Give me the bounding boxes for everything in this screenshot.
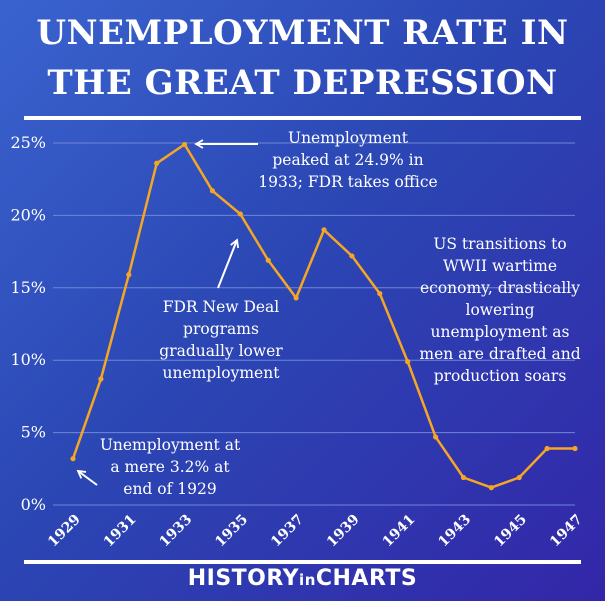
brand-part-history: HISTORY xyxy=(187,566,300,591)
data-point xyxy=(377,290,383,297)
x-tick-label: 1939 xyxy=(324,512,363,551)
data-point xyxy=(572,445,578,452)
brand-part-in: in xyxy=(299,571,316,589)
data-point xyxy=(181,141,188,148)
x-tick-label: 1941 xyxy=(380,512,419,551)
x-tick-label: 1931 xyxy=(101,512,140,551)
y-axis-ticks: 0% 5% 10% 15% 20% 25% xyxy=(10,133,46,514)
brand-part-charts: CHARTS xyxy=(315,566,418,591)
data-point xyxy=(460,474,467,481)
data-point xyxy=(516,474,522,481)
x-tick-label: 1943 xyxy=(435,512,474,551)
data-point xyxy=(349,253,355,259)
annotation-peak: Unemployment peaked at 24.9% in 1933; FD… xyxy=(258,129,438,191)
x-tick-label: 1937 xyxy=(268,512,307,551)
y-tick-label: 0% xyxy=(21,495,46,514)
data-point xyxy=(405,359,411,365)
x-tick-label: 1929 xyxy=(45,512,84,551)
data-point xyxy=(488,485,494,491)
annotation-1929: Unemployment at a mere 3.2% at end of 19… xyxy=(99,436,241,498)
data-point xyxy=(293,295,299,301)
y-tick-label: 10% xyxy=(10,350,46,369)
data-point xyxy=(154,160,160,166)
y-tick-label: 15% xyxy=(10,278,46,297)
gridlines xyxy=(53,142,575,506)
annotation-new-deal: FDR New Deal programs gradually lower un… xyxy=(159,298,283,382)
data-point xyxy=(98,376,104,382)
brand-logo: HISTORYinCHARTS xyxy=(0,566,605,591)
y-tick-label: 20% xyxy=(10,205,46,224)
annotation-arrows xyxy=(76,139,258,486)
top-divider xyxy=(24,116,581,120)
data-point xyxy=(126,272,132,278)
arrow-1929 xyxy=(76,469,98,486)
data-point xyxy=(265,257,271,263)
y-tick-label: 5% xyxy=(21,423,46,442)
x-tick-label: 1933 xyxy=(157,512,196,551)
annotation-wwii: US transitions to WWII wartime economy, … xyxy=(419,235,581,385)
bottom-divider xyxy=(24,560,581,564)
data-point xyxy=(321,227,327,233)
title-line-2: THE GREAT DEPRESSION xyxy=(47,63,558,103)
x-tick-label: 1935 xyxy=(212,512,251,551)
series-line xyxy=(70,141,578,491)
title-line-1: UNEMPLOYMENT RATE IN xyxy=(36,13,569,53)
data-point xyxy=(544,445,550,452)
x-axis-ticks: 1929 1931 1933 1935 1937 1939 1941 1943 1945 1947 xyxy=(45,512,586,551)
arrow-new-deal xyxy=(217,238,240,289)
data-point xyxy=(209,188,216,194)
data-point xyxy=(432,434,439,440)
x-tick-label: 1945 xyxy=(491,512,530,551)
y-tick-label: 25% xyxy=(10,133,46,152)
data-point xyxy=(70,456,76,462)
x-tick-label: 1947 xyxy=(547,512,586,551)
page-title: UNEMPLOYMENT RATE IN THE GREAT DEPRESSIO… xyxy=(0,8,605,108)
data-point xyxy=(237,211,243,217)
